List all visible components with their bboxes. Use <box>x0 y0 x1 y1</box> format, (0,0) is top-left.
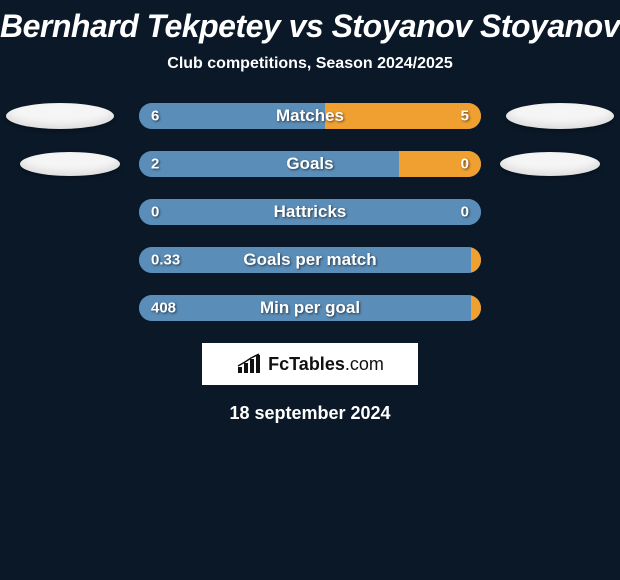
bar-right <box>471 247 481 273</box>
metric-label: Min per goal <box>260 298 360 318</box>
logo-bold: FcTables <box>268 354 345 374</box>
stat-row: 0 0 Hattricks <box>0 199 620 225</box>
stat-bar: 0.33 Goals per match <box>139 247 481 273</box>
logo-text: FcTables.com <box>268 354 384 375</box>
chart-icon <box>236 353 262 375</box>
stat-row: 6 5 Matches <box>0 103 620 129</box>
value-left: 2 <box>151 156 159 173</box>
stat-bar: 2 0 Goals <box>139 151 481 177</box>
team-badge-right <box>506 103 614 129</box>
page-title: Bernhard Tekpetey vs Stoyanov Stoyanov <box>0 0 620 45</box>
metric-label: Matches <box>276 106 344 126</box>
metric-label: Goals <box>286 154 333 174</box>
value-left: 0.33 <box>151 252 180 269</box>
metric-label: Goals per match <box>243 250 376 270</box>
team-badge-right <box>500 152 600 176</box>
value-right: 5 <box>461 108 469 125</box>
value-left: 0 <box>151 204 159 221</box>
bar-left <box>139 151 399 177</box>
subtitle: Club competitions, Season 2024/2025 <box>0 55 620 73</box>
team-badge-left <box>20 152 120 176</box>
team-badge-left <box>6 103 114 129</box>
value-left: 6 <box>151 108 159 125</box>
stat-bar: 6 5 Matches <box>139 103 481 129</box>
logo-box: FcTables.com <box>202 343 418 385</box>
stat-bar: 408 Min per goal <box>139 295 481 321</box>
value-left: 408 <box>151 300 176 317</box>
stat-row: 408 Min per goal <box>0 295 620 321</box>
metric-label: Hattricks <box>274 202 347 222</box>
bar-right <box>325 103 481 129</box>
date-label: 18 september 2024 <box>0 403 620 424</box>
value-right: 0 <box>461 204 469 221</box>
stat-row: 0.33 Goals per match <box>0 247 620 273</box>
stat-bar: 0 0 Hattricks <box>139 199 481 225</box>
comparison-rows: 6 5 Matches 2 0 Goals 0 0 Hattricks 0.33 Goals per… <box>0 103 620 321</box>
logo-light: .com <box>345 354 384 374</box>
stat-row: 2 0 Goals <box>0 151 620 177</box>
value-right: 0 <box>461 156 469 173</box>
bar-right <box>471 295 481 321</box>
